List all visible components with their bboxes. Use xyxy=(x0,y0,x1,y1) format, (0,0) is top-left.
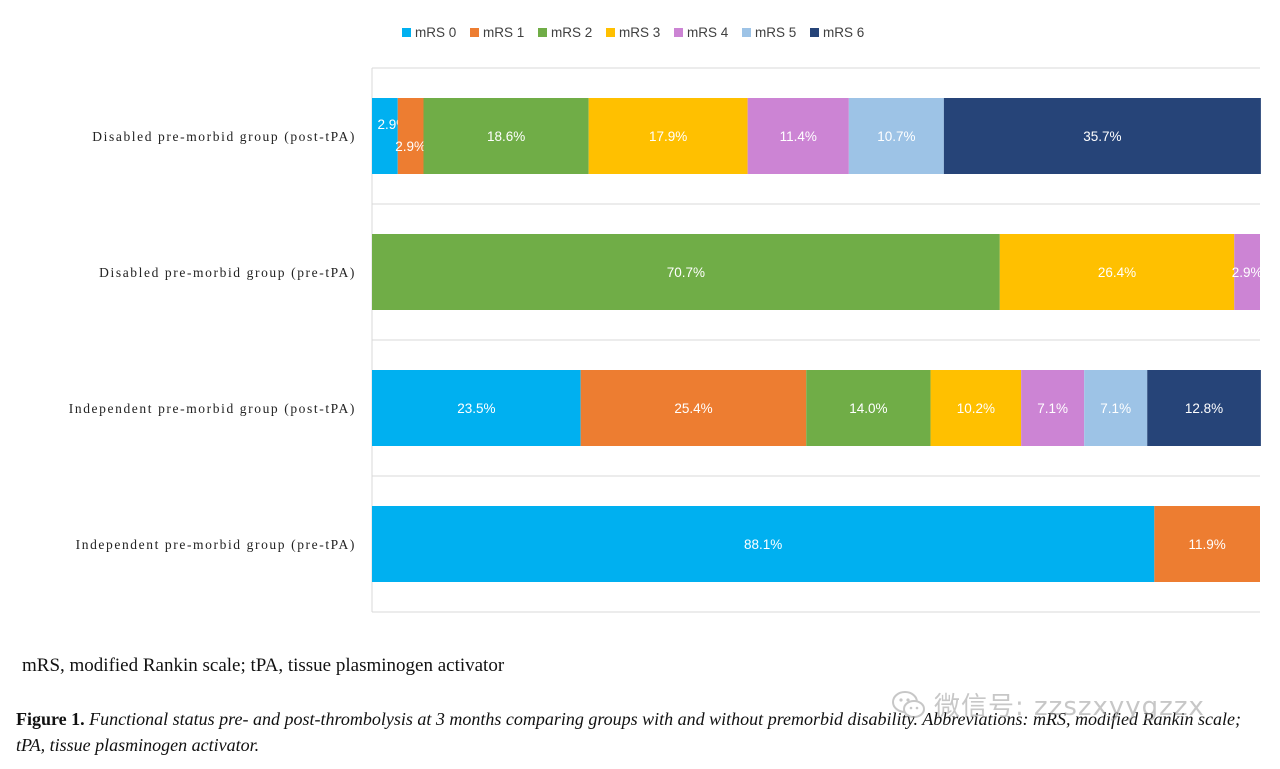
bar-segment xyxy=(930,370,1022,446)
legend-swatch xyxy=(402,28,411,37)
figure-caption: Figure 1. Functional status pre- and pos… xyxy=(16,706,1274,758)
data-label: 2.9% xyxy=(395,139,426,154)
legend-label: mRS 1 xyxy=(483,25,524,40)
data-label: 23.5% xyxy=(457,401,495,416)
data-label: 14.0% xyxy=(849,401,887,416)
bar-segment xyxy=(1234,234,1260,310)
data-label: 7.1% xyxy=(1037,401,1068,416)
bar-segment xyxy=(943,98,1261,174)
bar-segment xyxy=(372,506,1155,582)
legend-item: mRS 1 xyxy=(470,25,524,40)
legend-label: mRS 0 xyxy=(415,25,456,40)
bar-segment xyxy=(397,98,424,174)
bar-segment xyxy=(1084,370,1148,446)
legend-swatch xyxy=(470,28,479,37)
bars: 2.9% 2.9% 18.6% 17.9% 11.4% 10.7% 35.7% 70.7% 26… xyxy=(372,98,1263,582)
legend-label: mRS 4 xyxy=(687,25,729,40)
legend-swatch xyxy=(810,28,819,37)
data-label: 18.6% xyxy=(487,129,525,144)
figure-caption-text: Functional status pre- and post-thrombol… xyxy=(16,709,1241,755)
category-labels: Disabled pre-morbid group (post-tPA) Disa… xyxy=(69,129,356,552)
bar-segment xyxy=(580,370,807,446)
legend-label: mRS 2 xyxy=(551,25,592,40)
legend-label: mRS 5 xyxy=(755,25,796,40)
stacked-bar-chart: mRS 0 mRS 1 mRS 2 mRS 3 mRS 4 mRS 5 mRS 6 2.9%… xyxy=(69,25,1263,613)
category-label: Disabled pre-morbid group (post-tPA) xyxy=(92,129,356,144)
legend-swatch xyxy=(538,28,547,37)
data-label: 10.2% xyxy=(957,401,995,416)
legend-item: mRS 2 xyxy=(538,25,592,40)
legend-swatch xyxy=(742,28,751,37)
data-label: 70.7% xyxy=(667,265,705,280)
bar-segment xyxy=(588,98,748,174)
bar-segment xyxy=(1147,370,1261,446)
bar-segment xyxy=(1154,506,1260,582)
bar-segment xyxy=(372,370,581,446)
legend-label: mRS 3 xyxy=(619,25,660,40)
bar-segment xyxy=(1021,370,1085,446)
data-label: 11.4% xyxy=(780,129,817,144)
bar-segment xyxy=(999,234,1235,310)
legend-item: mRS 5 xyxy=(742,25,796,40)
data-label: 17.9% xyxy=(649,129,687,144)
bar-segment xyxy=(747,98,849,174)
bar-segment xyxy=(372,234,1000,310)
bar-segment xyxy=(372,98,398,174)
figure-label: Figure 1. xyxy=(16,709,85,729)
data-label: 2.9% xyxy=(1232,265,1263,280)
legend-swatch xyxy=(606,28,615,37)
data-label: 26.4% xyxy=(1098,265,1136,280)
data-label: 11.9% xyxy=(1189,537,1226,552)
data-label: 35.7% xyxy=(1083,129,1121,144)
legend-item: mRS 0 xyxy=(402,25,456,40)
data-label: 12.8% xyxy=(1185,401,1223,416)
data-label: 7.1% xyxy=(1100,401,1131,416)
bar-segment xyxy=(806,370,931,446)
bar-segment xyxy=(423,98,589,174)
legend-item: mRS 6 xyxy=(810,25,864,40)
data-label: 25.4% xyxy=(674,401,712,416)
legend-item: mRS 4 xyxy=(674,25,729,40)
category-label: Independent pre-morbid group (post-tPA) xyxy=(69,401,356,416)
legend: mRS 0 mRS 1 mRS 2 mRS 3 mRS 4 mRS 5 mRS 6 xyxy=(402,25,864,40)
legend-label: mRS 6 xyxy=(823,25,864,40)
category-label: Disabled pre-morbid group (pre-tPA) xyxy=(99,265,356,280)
bar-segment xyxy=(848,98,944,174)
legend-item: mRS 3 xyxy=(606,25,660,40)
legend-swatch xyxy=(674,28,683,37)
data-label: 10.7% xyxy=(877,129,915,144)
category-label: Independent pre-morbid group (pre-tPA) xyxy=(76,537,356,552)
abbreviation-note: mRS, modified Rankin scale; tPA, tissue … xyxy=(22,655,505,676)
data-label: 88.1% xyxy=(744,537,782,552)
